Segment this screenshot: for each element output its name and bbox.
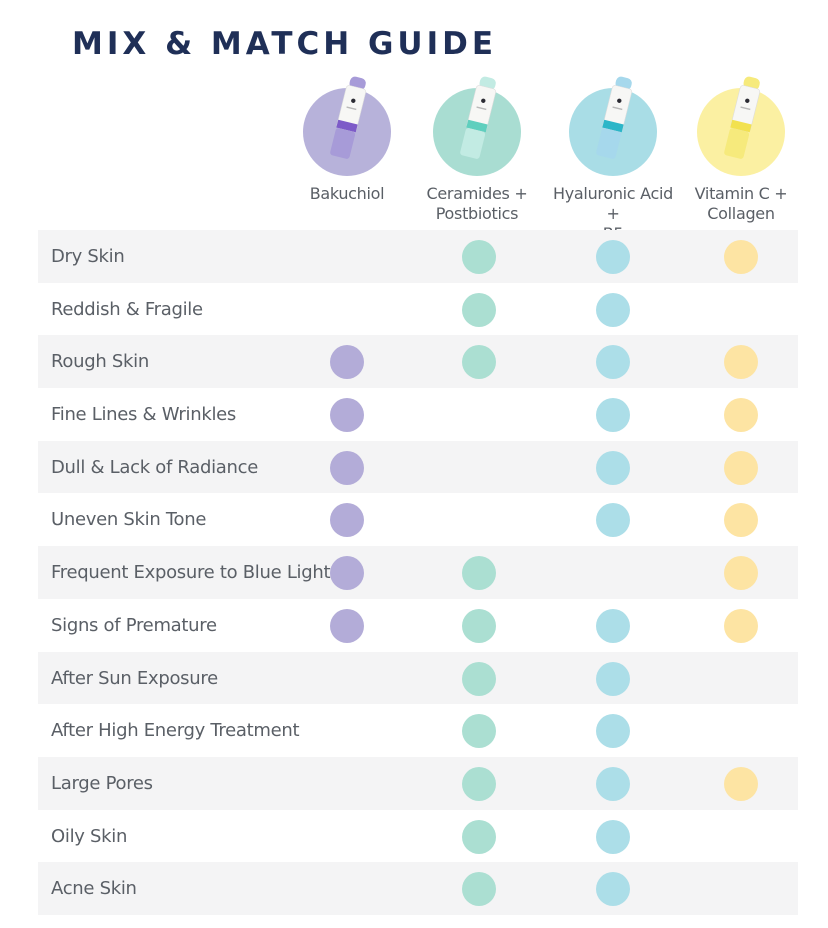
match-dot	[462, 819, 496, 854]
table-row: Frequent Exposure to Blue Light	[38, 546, 798, 599]
match-dot	[596, 714, 630, 749]
match-dot	[724, 608, 758, 643]
serum-bottle-icon	[460, 76, 497, 159]
match-dot	[596, 608, 630, 643]
table-row: Large Pores	[38, 756, 798, 810]
serum-bottle-icon	[330, 76, 367, 159]
product-column: Vitamin C + Collagen	[676, 76, 806, 224]
row-label: After High Energy Treatment	[51, 720, 300, 742]
match-dot	[596, 819, 630, 854]
serum-bottle-icon	[596, 76, 633, 159]
match-dot	[724, 503, 758, 538]
row-label: Fine Lines & Wrinkles	[51, 404, 236, 426]
row-label: Oily Skin	[51, 825, 128, 847]
match-dot	[596, 240, 630, 274]
match-dot	[596, 503, 630, 538]
table-row: Signs of Premature	[38, 599, 798, 652]
table-row: Reddish & Fragile	[38, 283, 798, 336]
match-dot	[724, 345, 758, 380]
match-dot	[462, 872, 496, 907]
match-dot	[462, 292, 496, 327]
product-color-disc	[697, 76, 785, 176]
table-row: After High Energy Treatment	[38, 704, 798, 757]
match-dot	[330, 556, 364, 591]
table-row: Dry Skin	[38, 230, 798, 283]
row-label: Dull & Lack of Radiance	[51, 456, 258, 478]
table-row: Uneven Skin Tone	[38, 493, 798, 546]
product-color-disc	[433, 76, 521, 176]
match-dot	[462, 608, 496, 643]
match-dot	[462, 240, 496, 274]
table-row: Oily Skin	[38, 810, 798, 863]
match-dot	[330, 503, 364, 538]
match-dot	[330, 398, 364, 433]
product-column: Hyaluronic Acid + B5	[548, 76, 678, 244]
product-name: Vitamin C + Collagen	[694, 184, 788, 223]
row-label: Dry Skin	[51, 246, 125, 267]
table-row: Dull & Lack of Radiance	[38, 440, 798, 494]
row-label: Large Pores	[51, 772, 153, 794]
table-row: Rough Skin	[38, 335, 798, 389]
product-color-disc	[569, 76, 657, 176]
match-dot	[724, 556, 758, 591]
match-dot	[724, 766, 758, 801]
match-dot	[462, 661, 496, 696]
match-dot	[596, 345, 630, 380]
match-dot	[596, 872, 630, 907]
row-label: Uneven Skin Tone	[51, 509, 207, 531]
guide-table: Dry Skin Reddish & Fragile Rough Skin Fine …	[38, 230, 798, 915]
table-row: Fine Lines & Wrinkles	[38, 388, 798, 441]
match-dot	[330, 345, 364, 380]
row-label: Frequent Exposure to Blue Light	[51, 562, 331, 584]
match-dot	[724, 398, 758, 433]
row-label: Acne Skin	[51, 878, 137, 900]
page-title: MIX & MATCH GUIDE	[72, 26, 498, 62]
match-dot	[330, 450, 364, 485]
match-dot	[462, 556, 496, 591]
match-dot	[596, 661, 630, 696]
match-dot	[724, 450, 758, 485]
match-dot	[596, 398, 630, 433]
serum-bottle-icon	[724, 76, 761, 159]
match-dot	[596, 292, 630, 327]
row-label: Rough Skin	[51, 351, 149, 373]
row-label: Signs of Premature	[51, 614, 217, 636]
product-column: Ceramides + Postbiotics	[412, 76, 542, 224]
product-color-disc	[303, 76, 391, 176]
match-dot	[462, 714, 496, 749]
match-dot	[724, 240, 758, 274]
product-name: Ceramides + Postbiotics	[426, 184, 528, 223]
match-dot	[330, 608, 364, 643]
table-row: Acne Skin	[38, 862, 798, 915]
row-label: After Sun Exposure	[51, 667, 218, 689]
match-dot	[596, 766, 630, 801]
product-name: Bakuchiol	[309, 184, 385, 203]
table-row: After Sun Exposure	[38, 651, 798, 705]
match-dot	[596, 450, 630, 485]
row-label: Reddish & Fragile	[51, 298, 203, 320]
match-dot	[462, 345, 496, 380]
match-dot	[462, 766, 496, 801]
product-column: Bakuchiol	[282, 76, 412, 204]
